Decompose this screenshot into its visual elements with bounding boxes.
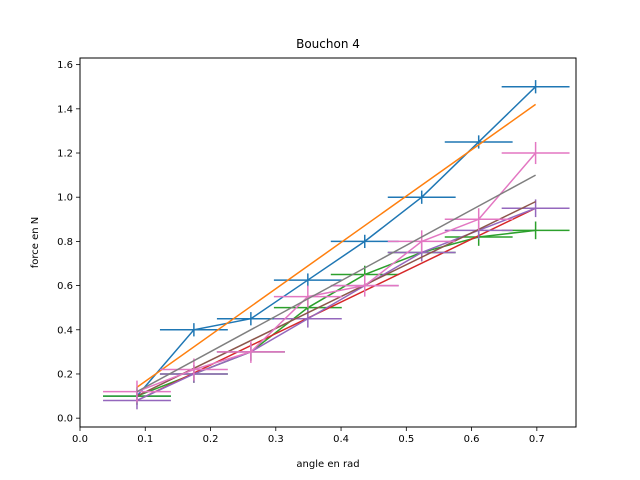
- y-tick-label: 1.4: [57, 104, 73, 115]
- y-tick-label: 1.2: [57, 149, 73, 160]
- plot-frame: [79, 57, 577, 428]
- x-tick-label: 0.5: [398, 434, 414, 445]
- series-line: [136, 152, 537, 393]
- x-tick-label: 0.1: [137, 434, 153, 445]
- series-0: [103, 80, 570, 403]
- series-1: [136, 103, 537, 388]
- y-tick-label: 0.0: [57, 414, 73, 425]
- x-tick-label: 0.6: [464, 434, 480, 445]
- x-tick-label: 0.0: [72, 434, 88, 445]
- x-tick-label: 0.3: [268, 434, 284, 445]
- y-tick-label: 1.0: [57, 193, 73, 204]
- series-5: [136, 200, 536, 397]
- x-tick-label: 0.7: [529, 434, 545, 445]
- x-axis-label: angle en rad: [296, 459, 359, 470]
- series-line: [136, 200, 536, 397]
- x-tick-label: 0.4: [333, 434, 349, 445]
- x-tick-label: 0.2: [203, 434, 219, 445]
- series-3: [136, 207, 536, 402]
- series-line: [136, 103, 537, 388]
- plot-series: [103, 80, 570, 410]
- y-tick-label: 1.6: [57, 60, 73, 71]
- series-7: [136, 174, 536, 393]
- series-line: [136, 207, 536, 402]
- y-tick-label: 0.8: [57, 237, 73, 248]
- y-tick-label: 0.6: [57, 281, 73, 292]
- y-tick-label: 0.2: [57, 369, 73, 380]
- series-line: [136, 174, 536, 393]
- series-6: [103, 141, 570, 403]
- x-axis: 0.0 0.1 0.2 0.3 0.4 0.5 0.6 0.7: [72, 427, 545, 445]
- y-axis-label: force en N: [30, 217, 41, 269]
- y-axis: 0.0 0.2 0.4 0.6 0.8 1.0 1.2 1.4 1.6: [57, 60, 80, 425]
- chart-title: Bouchon 4: [296, 37, 360, 51]
- y-tick-label: 0.4: [57, 325, 73, 336]
